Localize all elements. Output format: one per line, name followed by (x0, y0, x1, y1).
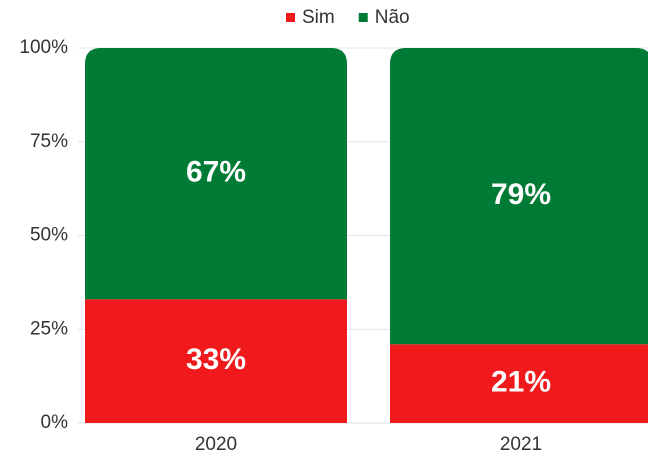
value-label: 67% (186, 156, 246, 189)
y-tick-label: 50% (30, 225, 68, 246)
y-tick-label: 25% (30, 318, 68, 339)
bar-segment (390, 344, 648, 423)
bar-segment (85, 299, 347, 423)
y-tick-label: 0% (41, 412, 69, 433)
value-label: 33% (186, 343, 246, 376)
legend-label: Não (375, 7, 410, 28)
value-label: 79% (491, 178, 551, 211)
value-label: 21% (491, 366, 551, 399)
y-tick-label: 100% (19, 37, 68, 58)
y-tick-label: 75% (30, 131, 68, 152)
legend-label: Sim (302, 7, 335, 28)
legend-swatch (286, 13, 295, 22)
bar-segment (390, 48, 648, 345)
bar-segment (85, 48, 347, 300)
x-tick-label: 2021 (500, 434, 542, 455)
legend-swatch (358, 13, 368, 22)
x-tick-label: 2020 (195, 434, 237, 455)
